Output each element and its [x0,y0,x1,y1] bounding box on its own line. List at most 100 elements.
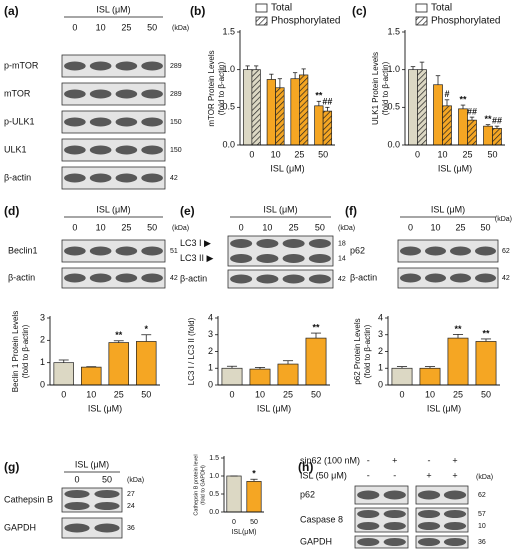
band [400,273,421,283]
band [64,145,86,155]
x-tick-label: 25 [114,389,124,399]
x-tick-label: 0 [249,149,254,159]
bar [467,119,477,146]
kda-label: 62 [502,248,510,255]
legend-swatch [255,3,268,13]
x-tick-label: 50 [141,389,151,399]
kda-header: (kDa) [127,477,144,484]
band [308,254,331,263]
condition-sign: - [393,470,396,480]
kda-header: (kDa) [476,474,493,481]
treatment-label: ISL (μM) [96,4,130,14]
panel-label: (g) [4,460,19,474]
kda-label: 289 [170,91,182,98]
band [282,254,305,263]
band [141,145,163,155]
x-axis-label: ISL (μM) [270,163,304,173]
x-tick-label: 10 [271,149,281,159]
blot-strip [61,138,166,162]
blot-strip [397,267,499,289]
band [89,273,112,283]
bar [475,341,497,386]
kda-label: 289 [170,63,182,70]
bar [80,366,102,386]
x-tick-label: 10 [86,389,96,399]
kda-label: 42 [170,275,178,282]
bar [299,74,309,146]
bar [408,69,418,146]
kda-label: 24 [127,503,135,510]
condition-sign: + [426,470,431,480]
band [357,490,380,500]
row-label: Beclin1 [8,245,38,255]
x-tick-label: 25 [283,389,293,399]
band [417,538,441,546]
kda-label: 27 [127,491,135,498]
significance: * [252,469,256,479]
band [383,522,406,530]
x-axis-label: ISL (μM) [88,403,122,413]
y-tick-label: 3 [40,312,45,322]
condition-label: sip62 (100 nM) [300,455,360,465]
band [475,273,496,283]
y-axis-label: LC3 I / LC3 II (fold) [187,317,196,385]
x-tick-label: 25 [294,149,304,159]
band [383,490,406,500]
treatment-label: ISL (μM) [431,204,465,214]
row-label: LC3 I ▶ [180,238,211,248]
band [282,274,305,284]
y-axis-label: p62 Protein Levels [353,318,362,384]
kda-label: 42 [170,175,178,182]
y-tick-label: 0 [208,379,213,389]
lane-label: 10 [262,222,272,232]
bar [305,337,327,386]
panel-label: (d) [4,204,19,218]
x-tick-label: 10 [437,149,447,159]
band [89,173,112,183]
y-tick-label: 4 [378,312,383,322]
bar [322,110,333,146]
treatment-label: ISL (μM) [75,459,109,469]
bar [314,105,324,146]
band [89,61,112,71]
blot-strip [61,166,166,190]
kda-label: 18 [338,240,346,247]
y-tick-label: 0 [378,379,383,389]
band [115,273,138,283]
legend-label: Total [431,3,452,14]
kda-label: 57 [478,511,486,518]
y-axis-label: mTOR Protein Levels [207,50,216,126]
x-tick-label: 10 [255,389,265,399]
lane-label: 25 [455,222,465,232]
kda-header: (kDa) [172,25,189,32]
y-tick-label: 2 [378,346,383,356]
y-tick-label: 4 [208,312,213,322]
band [443,490,467,500]
significance: # [444,89,449,99]
blot-strip [61,110,166,134]
x-tick-label: 25 [453,389,463,399]
y-axis-label: (fold to β-actin) [363,324,372,378]
y-tick-label: 0.0 [209,509,219,516]
kda-header: (kDa) [495,216,512,223]
condition-sign: + [392,455,397,465]
panel-label: (e) [180,204,195,218]
kda-label: 42 [502,275,510,282]
band [443,510,467,518]
band [425,246,446,256]
significance: ** [315,91,323,101]
band [425,273,446,283]
x-axis-label: ISL(μM) [231,529,256,536]
row-label: mTOR [4,88,31,98]
y-tick-label: 1.5 [209,455,219,462]
blot-strip [61,239,166,263]
row-label: β-actin [350,272,377,282]
bar [246,481,262,513]
band [115,117,138,127]
panel-label: (a) [4,4,19,18]
band [115,173,138,183]
treatment-label: ISL (μM) [96,204,130,214]
band [357,538,380,546]
band [64,273,86,283]
kda-label: 36 [478,539,486,546]
